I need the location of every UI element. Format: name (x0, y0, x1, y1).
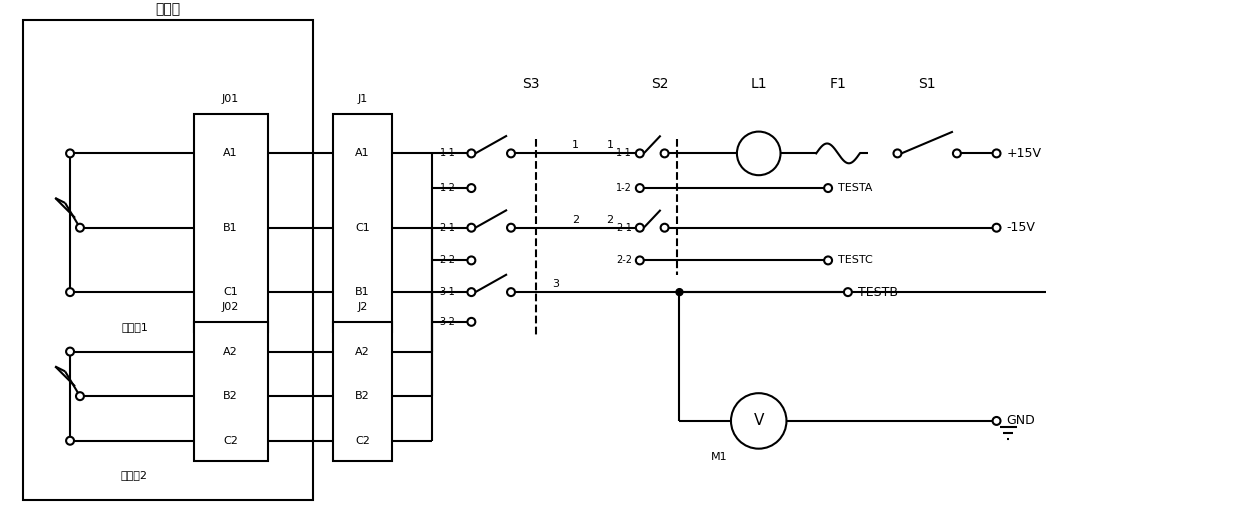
Text: B2: B2 (223, 391, 238, 401)
Circle shape (507, 288, 515, 296)
Text: 1-1: 1-1 (616, 148, 632, 158)
Circle shape (992, 417, 1001, 425)
Text: 1-2: 1-2 (440, 183, 455, 193)
Text: B1: B1 (355, 287, 370, 297)
Text: A2: A2 (223, 347, 238, 357)
Text: C2: C2 (223, 436, 238, 446)
Text: 1-2: 1-2 (616, 183, 632, 193)
Circle shape (636, 149, 644, 157)
Circle shape (66, 149, 74, 157)
Text: F1: F1 (830, 77, 847, 91)
Text: TESTB: TESTB (858, 286, 898, 299)
Text: 2: 2 (606, 215, 614, 225)
Text: TESTA: TESTA (838, 183, 873, 193)
Bar (24, 20, 312, 500)
Circle shape (467, 288, 475, 296)
Circle shape (992, 224, 1001, 232)
Circle shape (66, 288, 74, 296)
Text: -15V: -15V (1007, 221, 1035, 234)
Circle shape (76, 224, 84, 232)
Text: 1-1: 1-1 (440, 148, 455, 158)
Text: 2: 2 (572, 215, 579, 225)
Circle shape (730, 393, 786, 449)
Text: 3: 3 (552, 279, 559, 289)
Bar (193, 322, 268, 460)
Text: 电位计1: 电位计1 (122, 322, 148, 332)
Bar (332, 114, 392, 332)
Circle shape (636, 184, 644, 192)
Circle shape (992, 149, 1001, 157)
Text: J02: J02 (222, 302, 239, 312)
Circle shape (66, 437, 74, 445)
Text: J01: J01 (222, 94, 239, 104)
Circle shape (507, 149, 515, 157)
Text: TESTC: TESTC (838, 255, 873, 265)
Circle shape (894, 149, 901, 157)
Circle shape (825, 256, 832, 264)
Text: B1: B1 (223, 223, 238, 233)
Circle shape (636, 256, 644, 264)
Text: S3: S3 (522, 77, 539, 91)
Text: A2: A2 (355, 347, 370, 357)
Text: 3-2: 3-2 (440, 317, 455, 327)
Circle shape (952, 149, 961, 157)
Text: 1: 1 (572, 140, 579, 150)
Text: GND: GND (1007, 414, 1035, 428)
Text: S1: S1 (919, 77, 936, 91)
Bar (332, 322, 392, 460)
Circle shape (467, 224, 475, 232)
Text: A1: A1 (355, 148, 370, 158)
Text: 电位计2: 电位计2 (122, 470, 148, 480)
Text: B2: B2 (355, 391, 370, 401)
Text: C1: C1 (223, 287, 238, 297)
Text: V: V (754, 413, 764, 429)
Circle shape (76, 392, 84, 400)
Text: L1: L1 (750, 77, 768, 91)
Text: J1: J1 (357, 94, 367, 104)
Text: 3-1: 3-1 (440, 287, 455, 297)
Text: M1: M1 (711, 452, 728, 461)
Bar (193, 114, 268, 332)
Text: 传感器: 传感器 (155, 3, 181, 17)
Circle shape (661, 149, 668, 157)
Circle shape (467, 318, 475, 326)
Text: J2: J2 (357, 302, 367, 312)
Text: 1: 1 (606, 140, 614, 150)
Circle shape (676, 289, 683, 295)
Circle shape (661, 224, 668, 232)
Text: C2: C2 (355, 436, 370, 446)
Circle shape (467, 184, 475, 192)
Circle shape (636, 224, 644, 232)
Circle shape (66, 348, 74, 355)
Text: S2: S2 (651, 77, 668, 91)
Text: 2-1: 2-1 (440, 223, 455, 233)
Text: 2-2: 2-2 (440, 255, 455, 265)
Text: C1: C1 (355, 223, 370, 233)
Text: 2-2: 2-2 (616, 255, 632, 265)
Circle shape (844, 288, 852, 296)
Circle shape (737, 132, 780, 175)
Text: +15V: +15V (1007, 147, 1042, 160)
Text: 2-1: 2-1 (616, 223, 632, 233)
Text: A1: A1 (223, 148, 238, 158)
Circle shape (825, 184, 832, 192)
Circle shape (467, 149, 475, 157)
Circle shape (467, 256, 475, 264)
Circle shape (507, 224, 515, 232)
